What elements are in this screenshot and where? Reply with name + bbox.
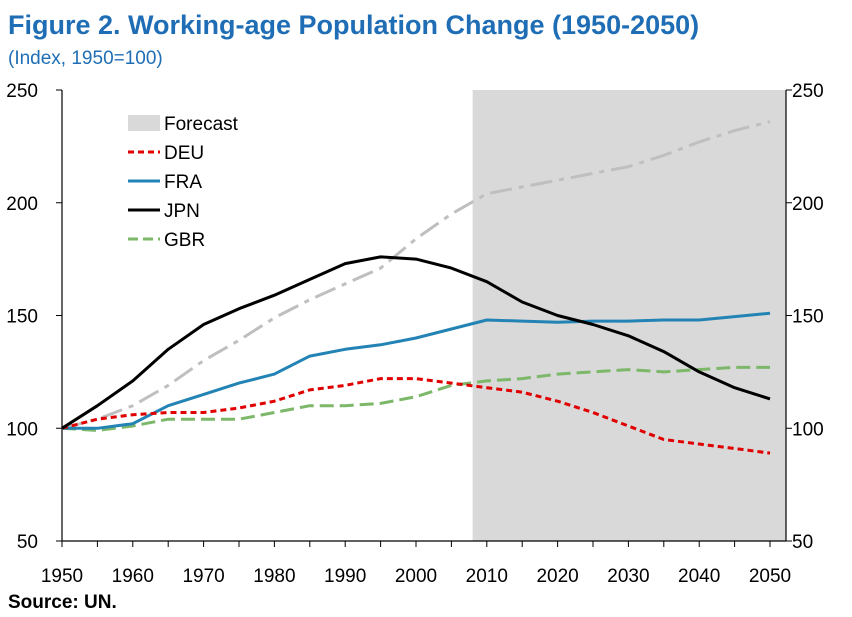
x-tick-label: 1990 [324, 566, 366, 587]
legend-label-forecast: Forecast [164, 114, 239, 135]
y-tick-label-right: 100 [792, 419, 824, 440]
y-tick-label-left: 50 [17, 532, 38, 553]
y-tick-label-right: 50 [792, 532, 813, 553]
x-tick-label: 1970 [182, 566, 224, 587]
chart-legend: Forecast DEU FRA JPN GBR [128, 114, 239, 251]
y-tick-label-right: 150 [792, 307, 824, 328]
x-tick-label: 1980 [253, 566, 295, 587]
y-tick-label-right: 200 [792, 194, 824, 215]
series-line-deu [61, 377, 771, 455]
chart-title: Figure 2. Working-age Population Change … [8, 10, 700, 40]
x-tick-label: 2010 [466, 566, 508, 587]
legend-swatch-forecast [128, 115, 160, 131]
x-tick-label: 2030 [607, 566, 649, 587]
chart-axes: 50 50 100 100 150 150 200 200 250 250 1950 1960 1970… [6, 81, 823, 587]
legend-label-gbr: GBR [164, 230, 205, 251]
series-layer [61, 120, 771, 455]
series-line-fra [62, 311, 771, 430]
y-tick-label-left: 200 [6, 194, 38, 215]
legend-label-fra: FRA [164, 172, 202, 193]
source-note: Source: UN. [8, 592, 117, 613]
x-tick-label: 2040 [678, 566, 720, 587]
y-tick-label-left: 150 [6, 307, 38, 328]
series-line-jpn [61, 255, 771, 430]
y-tick-label-left: 250 [6, 81, 38, 102]
chart-subtitle: (Index, 1950=100) [8, 48, 163, 69]
legend-label-jpn: JPN [164, 201, 200, 222]
legend-label-deu: DEU [164, 143, 204, 164]
x-tick-label: 1960 [112, 566, 154, 587]
y-tick-label-right: 250 [792, 81, 824, 102]
x-tick-label: 1950 [41, 566, 83, 587]
x-tick-label: 2000 [395, 566, 437, 587]
x-tick-label: 2020 [536, 566, 578, 587]
y-tick-label-left: 100 [6, 419, 38, 440]
x-tick-label: 2050 [749, 566, 791, 587]
series-line-unlabeled-grey [61, 120, 771, 430]
